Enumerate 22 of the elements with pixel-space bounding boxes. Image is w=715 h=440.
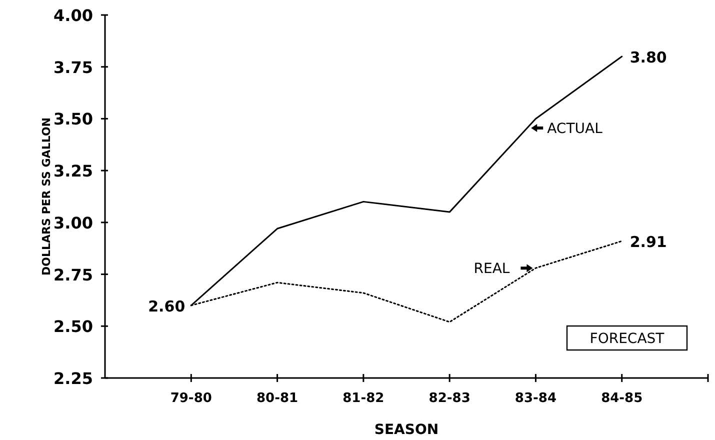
annotation: FORECAST [590, 331, 665, 347]
series-label: REAL [474, 261, 510, 278]
text: 2.50 [54, 317, 93, 336]
legend-label: ACTUAL [547, 121, 603, 138]
x-axis-title: SEASON [374, 422, 439, 438]
y-axis-title: DOLLARS PER SS GALLON [40, 117, 53, 276]
text: 2.75 [54, 265, 93, 284]
data-label: 3.80 [630, 48, 667, 66]
data-label: 2.60 [148, 297, 186, 316]
x-tick-label: 81-82 [342, 391, 384, 406]
text: 3.75 [54, 58, 93, 77]
x-tick-label: 83-84 [514, 391, 557, 406]
x-tick-label: 80-81 [256, 391, 298, 406]
x-tick-label: 79-80 [170, 391, 212, 406]
data-label: 2.91 [630, 233, 667, 252]
x-tick-label: 84-85 [601, 391, 643, 406]
text: 3.00 [54, 213, 93, 232]
text: 4.00 [54, 6, 93, 25]
text: 3.50 [54, 110, 93, 129]
text: 2.25 [54, 369, 93, 388]
x-tick-label: 82-83 [428, 391, 470, 406]
text: 3.25 [54, 162, 93, 181]
